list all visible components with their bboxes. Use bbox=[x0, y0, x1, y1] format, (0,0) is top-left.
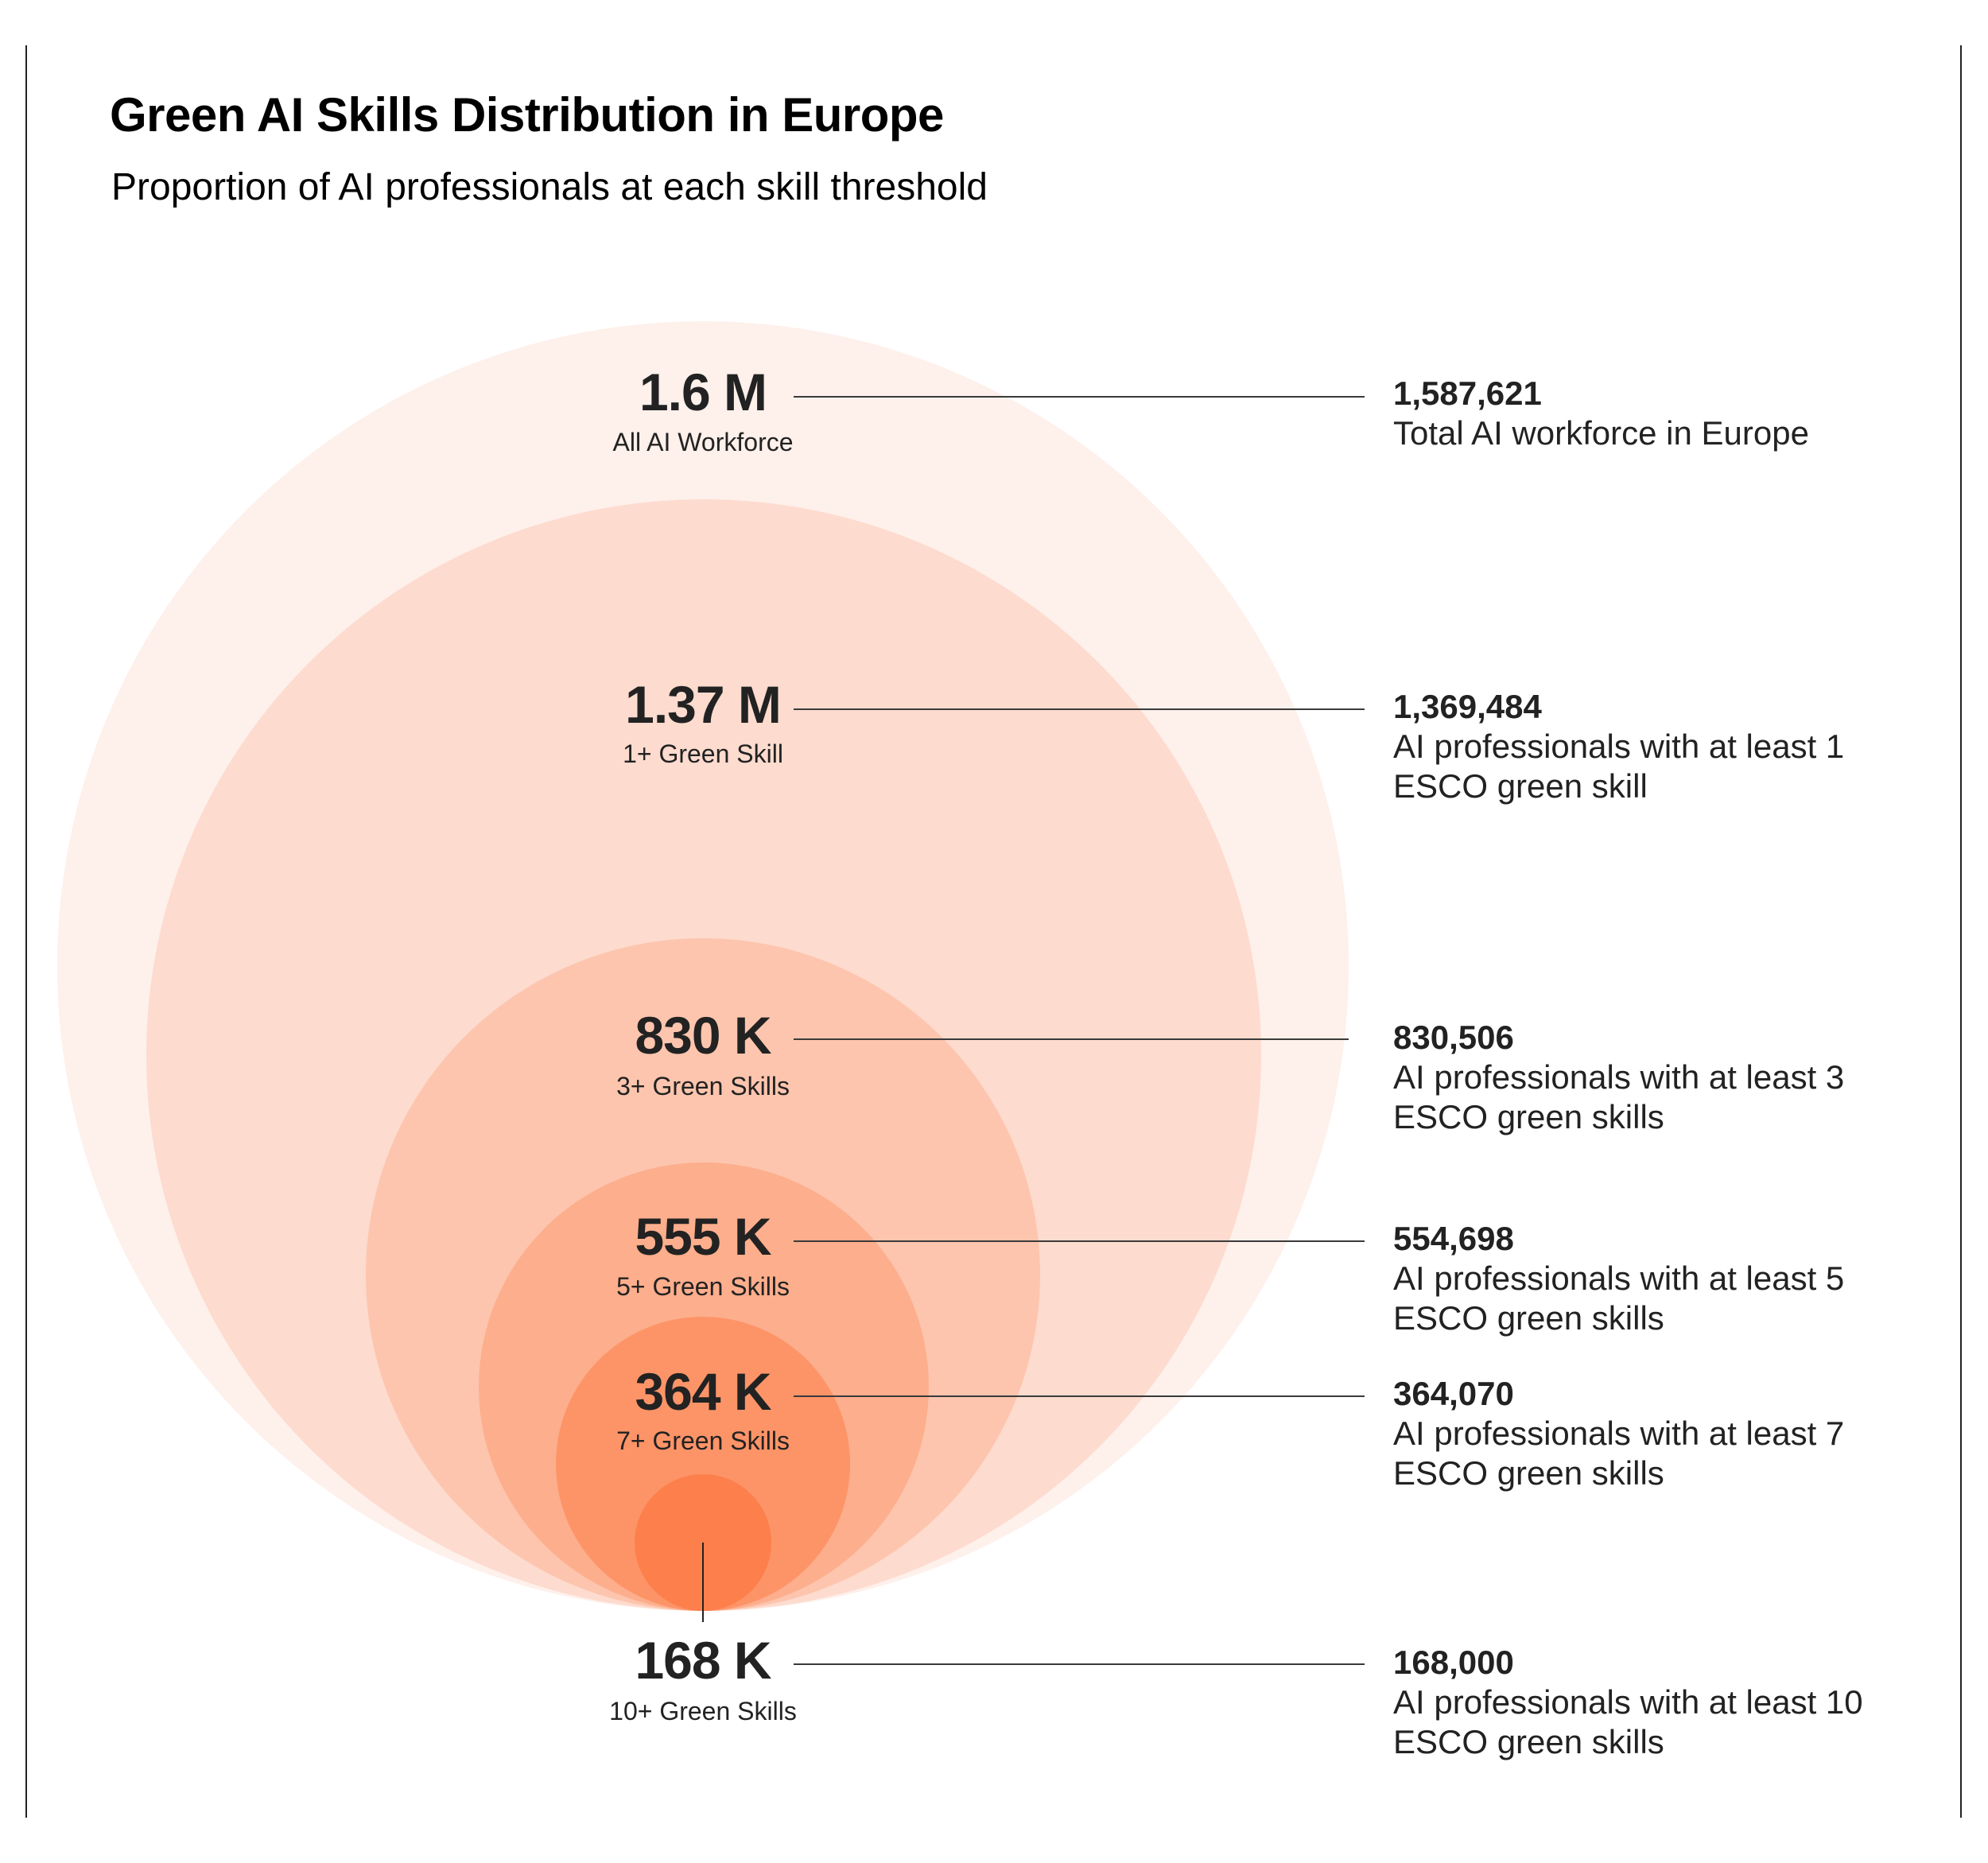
connector-line-1-green-skill bbox=[794, 708, 1365, 710]
annotation-5-green-skills: 554,698 AI professionals with at least 5… bbox=[1393, 1219, 1950, 1338]
exact-value: 364,070 bbox=[1393, 1375, 1514, 1412]
label-short-5-green-skills: 555 K bbox=[635, 1207, 771, 1266]
description-line-2: ESCO green skill bbox=[1393, 767, 1648, 805]
connector-vertical-10-green-skills bbox=[702, 1543, 704, 1622]
annotation-1-green-skill: 1,369,484 AI professionals with at least… bbox=[1393, 687, 1950, 806]
description-line-1: AI professionals with at least 7 bbox=[1393, 1415, 1845, 1452]
label-category-5-green-skills: 5+ Green Skills bbox=[616, 1272, 790, 1301]
frame-right-border bbox=[1960, 45, 1962, 1818]
connector-line-3-green-skills bbox=[794, 1038, 1349, 1040]
connector-line-all-workforce bbox=[794, 396, 1365, 398]
description-line-1: AI professionals with at least 10 bbox=[1393, 1683, 1863, 1721]
label-category-7-green-skills: 7+ Green Skills bbox=[616, 1426, 790, 1455]
annotation-3-green-skills: 830,506 AI professionals with at least 3… bbox=[1393, 1018, 1950, 1137]
label-short-7-green-skills: 364 K bbox=[635, 1362, 771, 1421]
label-short-all-workforce: 1.6 M bbox=[639, 363, 767, 421]
exact-value: 168,000 bbox=[1393, 1644, 1514, 1681]
chart-subtitle: Proportion of AI professionals at each s… bbox=[111, 166, 988, 208]
annotation-7-green-skills: 364,070 AI professionals with at least 7… bbox=[1393, 1374, 1950, 1493]
label-short-3-green-skills: 830 K bbox=[635, 1006, 771, 1065]
exact-value: 830,506 bbox=[1393, 1019, 1514, 1056]
exact-value: 1,587,621 bbox=[1393, 375, 1542, 412]
label-category-10-green-skills: 10+ Green Skills bbox=[609, 1697, 797, 1725]
description-line-1: AI professionals with at least 3 bbox=[1393, 1058, 1845, 1096]
annotation-all-workforce: 1,587,621 Total AI workforce in Europe bbox=[1393, 374, 1950, 453]
description-line-1: AI professionals with at least 5 bbox=[1393, 1259, 1845, 1297]
frame-left-border bbox=[25, 45, 27, 1818]
description-line-2: ESCO green skills bbox=[1393, 1299, 1664, 1337]
label-category-all-workforce: All AI Workforce bbox=[612, 428, 794, 456]
description-line-1: Total AI workforce in Europe bbox=[1393, 414, 1809, 452]
label-category-3-green-skills: 3+ Green Skills bbox=[616, 1072, 790, 1100]
description-line-1: AI professionals with at least 1 bbox=[1393, 728, 1845, 765]
connector-line-10-green-skills bbox=[794, 1663, 1365, 1665]
label-short-10-green-skills: 168 K bbox=[635, 1631, 771, 1690]
description-line-2: ESCO green skills bbox=[1393, 1454, 1664, 1492]
description-line-2: ESCO green skills bbox=[1393, 1723, 1664, 1760]
connector-line-7-green-skills bbox=[794, 1395, 1365, 1397]
connector-line-5-green-skills bbox=[794, 1240, 1365, 1242]
label-category-1-green-skill: 1+ Green Skill bbox=[623, 739, 783, 768]
annotation-10-green-skills: 168,000 AI professionals with at least 1… bbox=[1393, 1643, 1950, 1762]
exact-value: 554,698 bbox=[1393, 1220, 1514, 1257]
label-short-1-green-skill: 1.37 M bbox=[625, 675, 782, 734]
exact-value: 1,369,484 bbox=[1393, 688, 1542, 725]
chart-title: Green AI Skills Distribution in Europe bbox=[110, 88, 944, 142]
description-line-2: ESCO green skills bbox=[1393, 1098, 1664, 1135]
